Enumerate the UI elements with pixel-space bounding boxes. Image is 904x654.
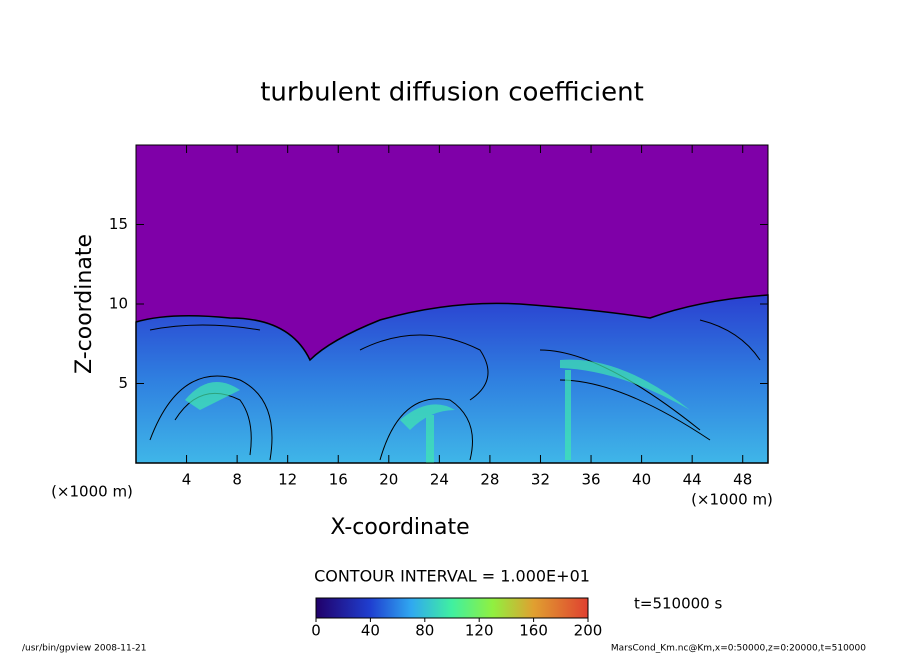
high-values [185,359,690,463]
x-tick-label: 44 [683,471,702,489]
colorbar-tick-label: 80 [415,622,434,640]
x-tick-label: 12 [278,471,297,489]
x-unit-label: (×1000 m) [691,491,773,509]
footer-right: MarsCond_Km.nc@Km,x=0:50000,z=0:20000,t=… [611,644,866,654]
colorbar-tick-label: 160 [519,622,548,640]
contour-lines [149,319,761,461]
colorbar-tick-label: 0 [311,622,321,640]
x-tick-label: 16 [329,471,348,489]
y-tick-label: 15 [109,215,128,233]
y-tick-label: 5 [118,374,128,392]
y-unit-label: (×1000 m) [51,483,133,501]
x-tick-label: 24 [430,471,449,489]
colorbar-tick-label: 40 [361,622,380,640]
x-tick-label: 28 [480,471,499,489]
x-tick-label: 48 [733,471,752,489]
x-axis-label: X-coordinate [330,515,469,540]
chart-title: turbulent diffusion coefficient [260,78,644,108]
time-label: t=510000 s [634,595,722,613]
x-tick-label: 36 [581,471,600,489]
x-tick-label: 8 [232,471,242,489]
x-tick-label: 32 [531,471,550,489]
x-tick-label: 4 [182,471,192,489]
colorbar-tick-label: 200 [574,622,603,640]
colorbar [315,597,589,619]
contour-interval: CONTOUR INTERVAL = 1.000E+01 [314,567,590,586]
x-tick-label: 40 [632,471,651,489]
y-axis-label: Z-coordinate [72,234,97,374]
turbulent-region [135,294,769,464]
x-tick-label: 20 [379,471,398,489]
y-tick-label: 10 [109,295,128,313]
colorbar-tick-label: 120 [465,622,494,640]
footer-left: /usr/bin/gpview 2008-11-21 [22,644,146,654]
